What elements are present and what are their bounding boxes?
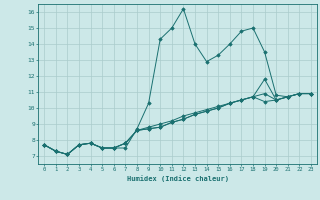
X-axis label: Humidex (Indice chaleur): Humidex (Indice chaleur) [127,175,228,182]
